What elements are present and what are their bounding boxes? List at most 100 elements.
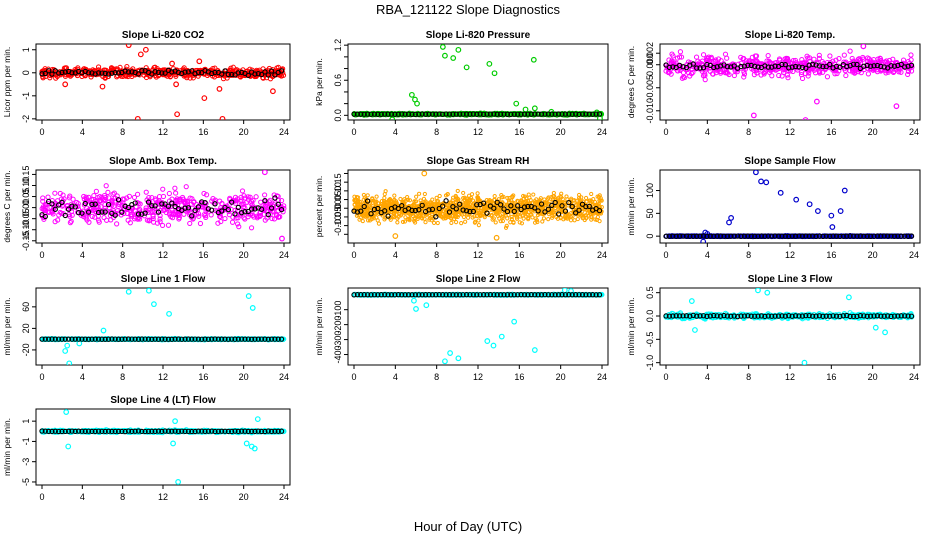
- mean-point: [354, 209, 361, 215]
- mean-point: [779, 61, 785, 68]
- data-point: [504, 223, 509, 228]
- mean-point: [470, 208, 476, 215]
- mean-point: [666, 233, 673, 239]
- outlier-point: [219, 115, 226, 120]
- mean-point: [789, 233, 795, 239]
- mean-point: [159, 70, 165, 76]
- data-point: [374, 194, 379, 199]
- y-axis-label: percent per min.: [314, 176, 324, 237]
- mean-point: [477, 111, 483, 117]
- data-point: [522, 194, 527, 199]
- data-point: [549, 215, 555, 220]
- data-point: [466, 200, 471, 205]
- x-tick-label: 12: [158, 250, 168, 260]
- data-point: [228, 206, 234, 213]
- mean-point: [861, 233, 867, 239]
- mean-point: [202, 199, 208, 206]
- y-tick-label: 0.0: [333, 109, 343, 122]
- data-point: [752, 58, 758, 64]
- mean-point: [446, 111, 453, 117]
- x-tick-label: 16: [198, 372, 208, 382]
- data-point: [437, 193, 442, 199]
- panel-3: Slope Li-820 Temp.degrees C per min.0 4 8 1…: [626, 30, 921, 137]
- mean-point: [135, 211, 142, 217]
- mean-point: [209, 207, 215, 213]
- mean-point: [467, 208, 473, 215]
- mean-point: [508, 203, 514, 209]
- data-point: [403, 198, 408, 203]
- y-tick-label: 0.00: [333, 199, 343, 217]
- mean-point: [69, 70, 75, 76]
- data-point: [456, 212, 461, 218]
- y-tick-label: 100: [645, 183, 655, 198]
- mean-point: [833, 63, 840, 70]
- mean-point: [871, 233, 877, 239]
- mean-point: [697, 65, 703, 71]
- mean-point: [782, 62, 788, 68]
- mean-point: [683, 64, 690, 71]
- mean-point: [885, 233, 891, 239]
- data-point: [594, 217, 599, 222]
- y-tick-label: 60: [21, 302, 31, 312]
- data-point: [131, 216, 138, 222]
- data-point: [752, 53, 758, 59]
- mean-point: [504, 208, 511, 215]
- data-point: [551, 190, 556, 196]
- mean-point: [857, 233, 864, 239]
- data-point: [889, 60, 895, 66]
- mean-point: [867, 63, 874, 69]
- data-point: [118, 212, 124, 218]
- mean-point: [474, 202, 480, 208]
- data-point: [592, 199, 598, 205]
- mean-point: [803, 233, 809, 239]
- mean-point: [145, 199, 152, 205]
- data-point: [833, 57, 839, 63]
- mean-point: [545, 111, 552, 117]
- data-point: [785, 75, 791, 81]
- mean-point: [89, 70, 95, 76]
- mean-point: [169, 200, 175, 206]
- data-point: [505, 216, 510, 221]
- mean-point: [765, 64, 771, 70]
- x-tick-label: 8: [120, 127, 125, 137]
- y-tick-label: -0.010: [645, 98, 655, 124]
- mean-point: [395, 205, 401, 212]
- mean-point: [388, 111, 395, 117]
- mean-point: [484, 111, 490, 117]
- mean-point: [837, 64, 843, 70]
- data-point: [461, 214, 467, 220]
- data-point: [850, 69, 856, 75]
- mean-point: [361, 203, 367, 210]
- mean-point: [515, 203, 521, 209]
- mean-point: [55, 70, 62, 76]
- data-point: [229, 69, 235, 75]
- data-point: [389, 199, 395, 204]
- y-tick-label: -0.05: [21, 208, 31, 229]
- data-points: [351, 44, 605, 120]
- data-point: [528, 198, 533, 203]
- data-point: [114, 221, 120, 227]
- data-point: [492, 197, 497, 203]
- mean-point: [796, 64, 802, 70]
- data-point: [40, 198, 46, 204]
- mean-point: [436, 205, 442, 212]
- mean-point: [827, 61, 833, 68]
- mean-point: [683, 233, 690, 239]
- mean-point: [42, 70, 48, 77]
- mean-point: [680, 233, 686, 239]
- mean-point: [399, 202, 405, 209]
- mean-point: [480, 111, 487, 117]
- data-points: [351, 170, 604, 241]
- data-point: [80, 211, 86, 217]
- mean-point: [155, 209, 162, 215]
- data-point: [109, 198, 115, 204]
- data-point: [599, 198, 604, 203]
- data-point: [519, 221, 525, 226]
- outlier-point: [793, 196, 800, 203]
- data-point: [248, 225, 255, 231]
- data-point: [395, 216, 400, 221]
- outlier-point: [531, 105, 538, 112]
- x-tick-label: 0: [351, 127, 356, 137]
- mean-point: [470, 111, 476, 117]
- outlier-point: [99, 83, 106, 90]
